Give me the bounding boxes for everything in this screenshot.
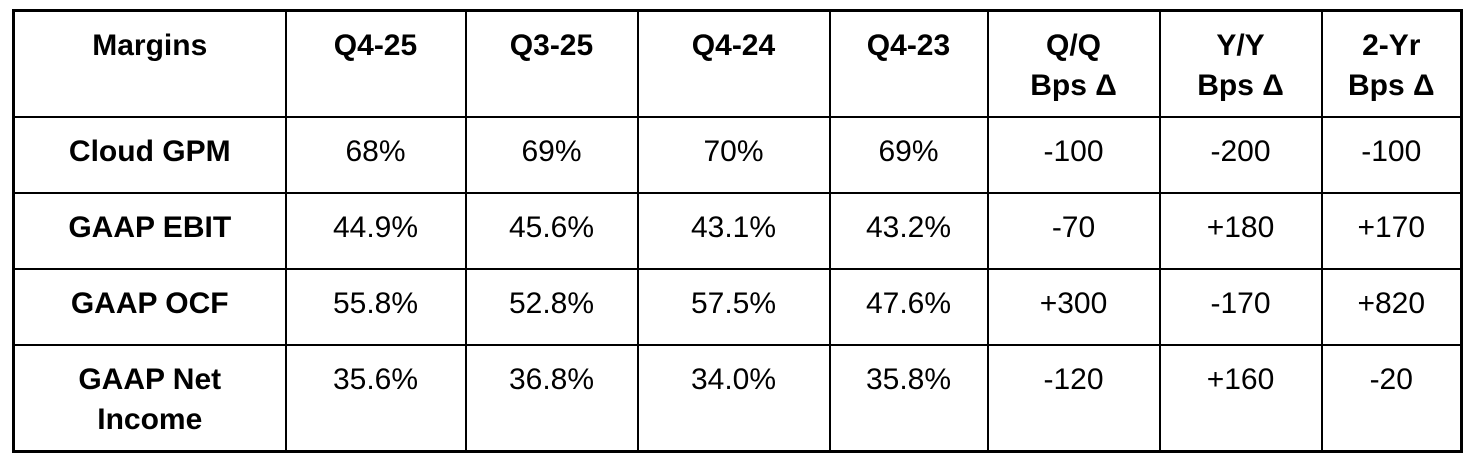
data-cell: 45.6% <box>464 192 639 270</box>
header-cell-qq-bps-delta: Q/Q Bps Δ <box>986 9 1161 118</box>
row-label-gaap-ocf: GAAP OCF <box>12 268 287 346</box>
data-cell: 52.8% <box>464 268 639 346</box>
data-cell: -100 <box>1320 116 1463 194</box>
header-cell-yy-bps-delta: Y/Y Bps Δ <box>1158 9 1323 118</box>
data-cell: +300 <box>986 268 1161 346</box>
row-label-gaap-ebit: GAAP EBIT <box>12 192 287 270</box>
data-cell: 69% <box>828 116 989 194</box>
header-cell-q4-24: Q4-24 <box>636 9 831 118</box>
data-cell: -120 <box>986 344 1161 453</box>
data-cell: -170 <box>1158 268 1323 346</box>
data-cell: 34.0% <box>636 344 831 453</box>
data-cell: 35.8% <box>828 344 989 453</box>
row-label-gaap-net-income: GAAP Net Income <box>12 344 287 453</box>
data-cell: 47.6% <box>828 268 989 346</box>
header-cell-2yr-bps-delta: 2-Yr Bps Δ <box>1320 9 1463 118</box>
header-cell-q4-23: Q4-23 <box>828 9 989 118</box>
data-cell: 69% <box>464 116 639 194</box>
data-cell: 35.6% <box>284 344 467 453</box>
table-row-gaap-net-income: GAAP Net Income 35.6% 36.8% 34.0% 35.8% … <box>12 344 1463 453</box>
data-cell: 43.2% <box>828 192 989 270</box>
data-cell: 36.8% <box>464 344 639 453</box>
data-cell: +180 <box>1158 192 1323 270</box>
header-cell-q3-25: Q3-25 <box>464 9 639 118</box>
data-cell: +170 <box>1320 192 1463 270</box>
margins-table: Margins Q4-25 Q3-25 Q4-24 Q4-23 Q/Q Bps … <box>12 9 1463 453</box>
header-cell-margins: Margins <box>12 9 287 118</box>
row-label-cloud-gpm: Cloud GPM <box>12 116 287 194</box>
data-cell: -100 <box>986 116 1161 194</box>
header-row: Margins Q4-25 Q3-25 Q4-24 Q4-23 Q/Q Bps … <box>12 9 1463 118</box>
table-row-gaap-ocf: GAAP OCF 55.8% 52.8% 57.5% 47.6% +300 -1… <box>12 268 1463 346</box>
data-cell: 43.1% <box>636 192 831 270</box>
table-row-gaap-ebit: GAAP EBIT 44.9% 45.6% 43.1% 43.2% -70 +1… <box>12 192 1463 270</box>
data-cell: -20 <box>1320 344 1463 453</box>
data-cell: 68% <box>284 116 467 194</box>
data-cell: 70% <box>636 116 831 194</box>
table-row-cloud-gpm: Cloud GPM 68% 69% 70% 69% -100 -200 -100 <box>12 116 1463 194</box>
data-cell: 55.8% <box>284 268 467 346</box>
data-cell: 44.9% <box>284 192 467 270</box>
data-cell: -200 <box>1158 116 1323 194</box>
data-cell: -70 <box>986 192 1161 270</box>
header-cell-q4-25: Q4-25 <box>284 9 467 118</box>
data-cell: +160 <box>1158 344 1323 453</box>
data-cell: 57.5% <box>636 268 831 346</box>
data-cell: +820 <box>1320 268 1463 346</box>
